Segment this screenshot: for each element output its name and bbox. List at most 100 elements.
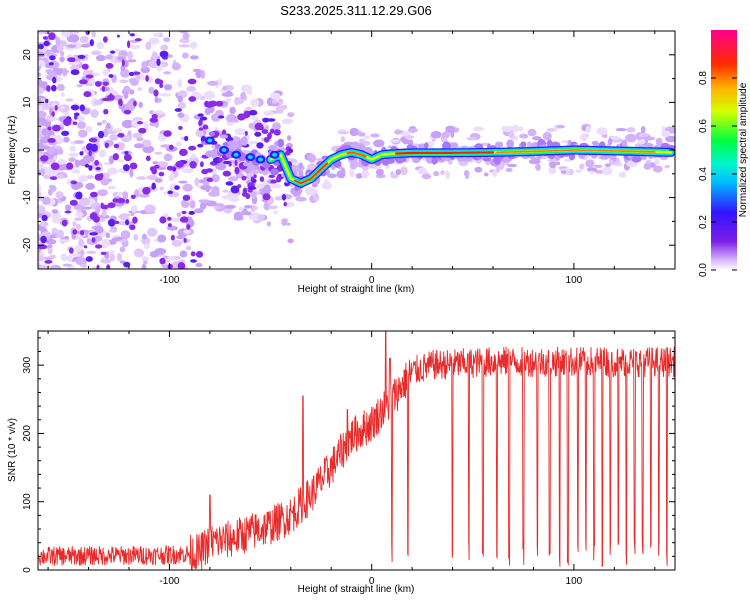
noise-speckle [140,74,145,81]
noise-speckle [47,188,53,196]
noise-speckle [349,127,359,137]
noise-speckle [183,229,191,234]
noise-speckle [281,218,288,226]
noise-speckle [79,36,89,43]
noise-speckle [96,41,104,50]
noise-speckle [91,50,102,55]
noise-speckle [133,248,145,258]
noise-speckle [217,78,223,86]
noise-dot [182,194,191,201]
noise-dot [88,149,92,157]
noise-speckle [240,91,247,100]
track-halo [446,156,451,162]
noise-speckle [361,166,369,171]
noise-dot [200,161,204,168]
noise-speckle [358,138,366,144]
noise-speckle [75,212,84,218]
noise-speckle [133,143,145,149]
noise-speckle [59,51,65,57]
noise-dot [72,229,78,235]
noise-speckle [58,239,70,243]
noise-speckle [68,34,80,43]
noise-speckle [98,149,107,158]
noise-speckle [262,179,268,186]
colorbar-label: Normalized spectral amplitude [738,82,749,217]
noise-speckle [251,191,257,199]
noise-speckle [136,176,147,180]
noise-dot [108,74,114,78]
noise-speckle [49,264,62,269]
noise-dot [71,57,76,62]
noise-speckle [97,189,109,197]
noise-dot [222,170,232,177]
noise-speckle [182,32,190,40]
noise-dot [117,198,126,204]
noise-dot [276,175,282,183]
noise-speckle [185,245,192,251]
noise-speckle [307,153,316,163]
noise-dot [244,111,249,119]
noise-dot [107,218,116,227]
noise-speckle [263,202,271,211]
noise-speckle [585,125,592,133]
noise-speckle [389,139,400,143]
noise-speckle [119,260,126,264]
noise-dot [96,264,100,269]
noise-speckle [655,137,663,146]
noise-dot [117,133,125,138]
noise-speckle [84,53,89,61]
noise-dot [88,137,98,143]
noise-speckle [56,148,64,155]
noise-speckle [224,98,232,103]
noise-dot [74,112,80,117]
noise-dot [42,36,48,40]
noise-speckle [159,93,172,97]
noise-speckle [250,99,260,107]
noise-dot [186,224,191,230]
noise-speckle [171,239,183,247]
x-tick-label: -100 [159,275,179,286]
noise-dot [134,38,142,42]
noise-speckle [42,196,51,205]
noise-speckle [147,227,158,237]
noise-speckle [56,45,64,53]
noise-dot [264,136,270,143]
noise-speckle [210,174,220,183]
noise-dot [68,247,74,254]
noise-dot [254,122,264,131]
noise-dot [79,104,86,112]
noise-speckle [575,169,582,173]
noise-speckle [661,130,671,138]
noise-speckle [168,173,175,182]
noise-speckle [178,44,191,48]
noise-speckle [85,182,95,190]
track-halo [397,157,407,163]
noise-dot [149,117,159,123]
noise-dot [170,234,175,241]
noise-speckle [94,225,104,234]
noise-speckle [261,188,273,193]
noise-speckle [45,69,53,73]
noise-speckle [38,255,44,262]
noise-speckle [555,161,561,166]
noise-dot [79,79,88,85]
noise-speckle [137,87,142,91]
noise-speckle [593,164,603,168]
noise-dot [188,96,197,102]
noise-speckle [626,161,638,167]
y-tick-label: 10 [22,96,33,108]
colorbar-tick-label: 0.4 [698,167,709,181]
noise-dot [64,210,72,214]
noise-speckle [119,246,126,253]
noise-speckle [276,105,282,113]
noise-dot [79,230,85,236]
noise-dot [83,91,92,98]
track-halo [531,155,536,163]
noise-dot [99,173,104,179]
noise-speckle [130,205,138,213]
noise-dot [195,251,204,258]
noise-speckle [407,128,419,133]
noise-dot [256,142,264,149]
noise-speckle [119,213,131,217]
